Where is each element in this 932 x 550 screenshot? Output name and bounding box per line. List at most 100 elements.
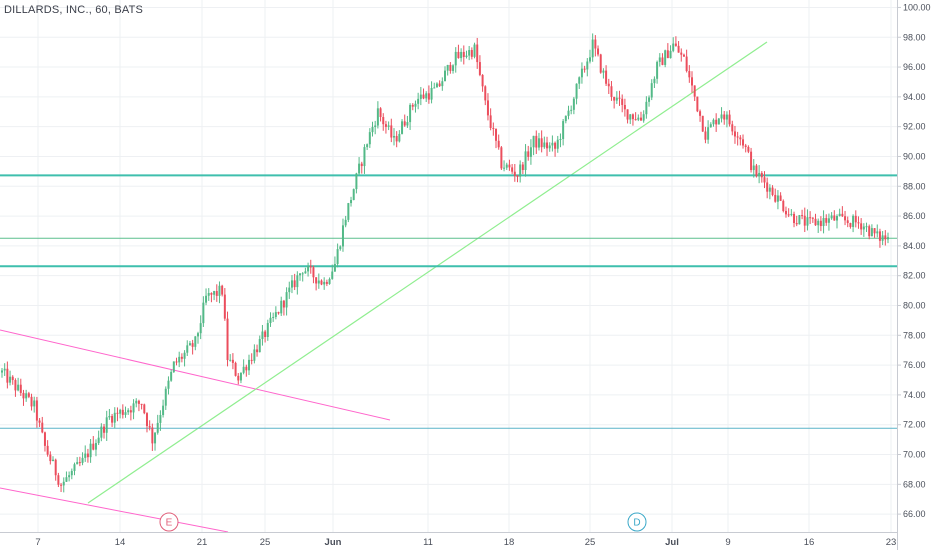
candle-body — [677, 45, 680, 53]
candle-body — [127, 410, 130, 413]
time-axis[interactable]: 7 14 21 25 Jun 11 18 25 Jul 9 16 23 — [0, 532, 897, 550]
candle-body — [696, 96, 699, 112]
candle-body — [3, 368, 6, 371]
candle-body — [852, 215, 855, 227]
candle-body — [602, 70, 605, 73]
candle-body — [315, 277, 318, 284]
candle-body — [320, 280, 323, 285]
candle-body — [309, 266, 312, 268]
candle-body — [419, 94, 422, 99]
time-tick-label: 23 — [886, 537, 897, 548]
candle-body — [784, 210, 787, 215]
candle-body — [207, 292, 210, 296]
candle-body — [154, 432, 157, 444]
candle-body — [817, 220, 820, 226]
candle-body — [656, 61, 659, 79]
candle-body — [167, 380, 170, 389]
candle-body — [261, 331, 264, 340]
candle-body — [758, 172, 761, 177]
candle-body — [347, 203, 350, 220]
candle-body — [580, 68, 583, 78]
price-axis[interactable]: 66.00 68.00 70.00 72.00 74.00 76.00 78.00 80.00… — [897, 0, 932, 550]
candle-body — [699, 111, 702, 116]
candle-body — [409, 104, 412, 123]
candle-body — [709, 124, 712, 128]
candle-body — [776, 195, 779, 202]
candle-body — [296, 275, 299, 288]
candle-body — [597, 48, 600, 55]
candle-body — [723, 114, 726, 120]
candle-body — [145, 413, 148, 427]
candle-body — [444, 70, 446, 82]
candle-body — [307, 266, 310, 272]
candle-body — [489, 115, 492, 128]
candle-body — [196, 333, 199, 337]
candle-body — [750, 151, 753, 171]
candle-body — [760, 172, 763, 178]
candle-body — [312, 267, 315, 278]
candle-body — [438, 83, 441, 87]
candle-body — [290, 280, 293, 288]
candle-body — [172, 361, 175, 372]
candle-body — [878, 231, 881, 241]
candle-body — [787, 214, 790, 216]
candle-body — [231, 359, 234, 363]
candle-body — [693, 85, 696, 97]
candle-body — [124, 412, 127, 415]
candle-body — [285, 292, 288, 308]
price-tick-label: 98.00 — [903, 32, 926, 42]
candle-body — [183, 352, 186, 359]
candle-body — [720, 114, 723, 119]
candle-body — [825, 218, 828, 223]
candle-body — [65, 477, 68, 482]
candle-body — [562, 121, 565, 139]
candle-body — [457, 51, 460, 59]
candle-body — [202, 302, 205, 324]
candle-body — [691, 77, 694, 86]
candle-body — [76, 462, 79, 465]
price-tick-label: 100.00 — [903, 2, 931, 12]
candle-body — [607, 83, 610, 87]
candle-body — [221, 285, 224, 295]
candle-body — [108, 416, 111, 418]
candle-body — [30, 396, 33, 407]
price-tick-label: 96.00 — [903, 62, 926, 72]
candle-body — [537, 138, 540, 148]
candle-body — [148, 426, 151, 428]
candle-body — [790, 213, 793, 215]
candle-body — [857, 222, 860, 224]
candle-body — [481, 74, 484, 87]
price-tick-label: 92.00 — [903, 122, 926, 132]
candle-body — [25, 393, 28, 399]
candle-body — [613, 96, 616, 101]
candle-body — [811, 217, 814, 219]
candle-body — [435, 83, 438, 88]
candle-body — [60, 484, 63, 486]
candle-body — [742, 139, 745, 146]
candle-body — [398, 133, 401, 142]
candle-body — [454, 51, 457, 66]
price-tick-label: 68.00 — [903, 479, 926, 489]
candle-body — [366, 144, 369, 148]
time-axis-bg — [0, 532, 897, 550]
candle-body — [521, 164, 524, 171]
candle-body — [513, 171, 516, 176]
candle-body — [68, 475, 71, 478]
candle-body — [801, 215, 804, 217]
candle-body — [449, 64, 452, 71]
candle-body — [460, 51, 463, 59]
candle-body — [129, 410, 132, 413]
candle-body — [188, 343, 191, 346]
candle-body — [272, 316, 275, 318]
candle-body — [653, 78, 656, 84]
candle-body — [446, 64, 449, 71]
candle-body — [452, 65, 455, 71]
candle-body — [846, 220, 849, 224]
candle-body — [532, 135, 535, 148]
candle-body — [623, 104, 626, 110]
candle-body — [266, 323, 269, 337]
time-tick-label: 16 — [804, 537, 815, 548]
candle-body — [618, 97, 621, 99]
candle-body — [414, 103, 417, 107]
